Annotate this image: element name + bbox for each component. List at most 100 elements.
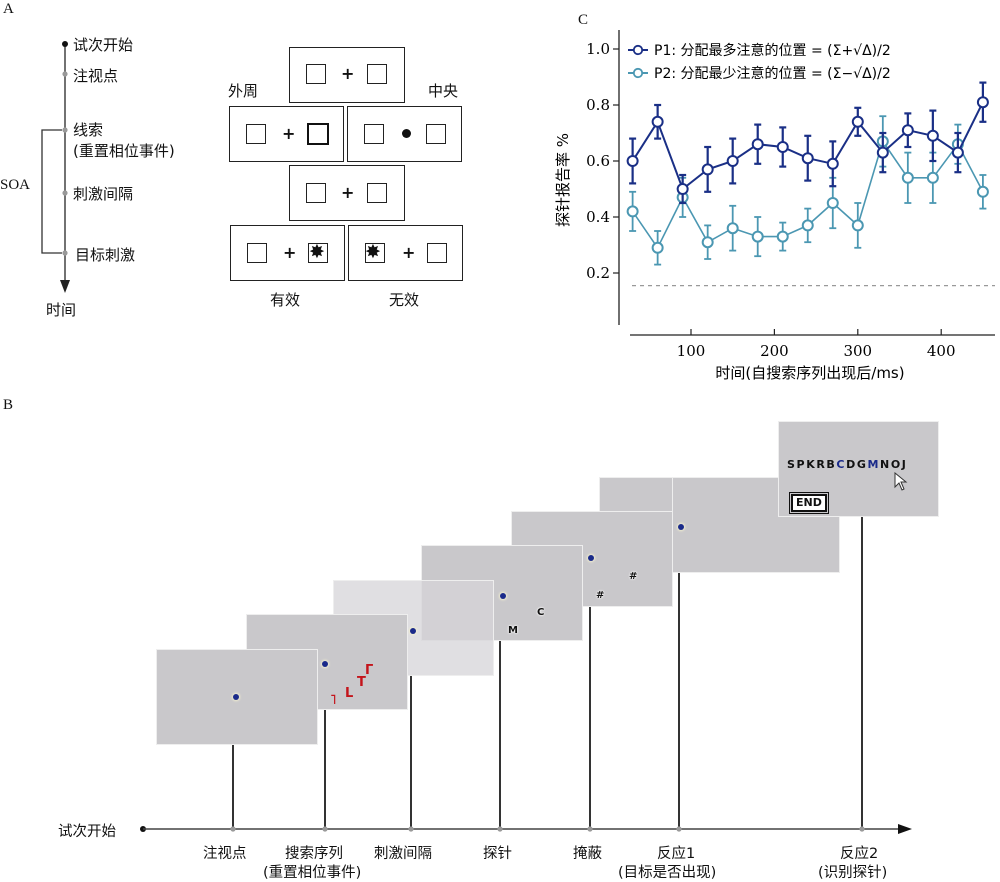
data-point [776,230,789,243]
display-invalid: ✸ + [348,225,463,281]
data-point [826,157,839,170]
letter-sequence: SPKRBCDGMNOJ [787,458,907,471]
x-tick-label: 200 [760,342,789,360]
timeline-event-isi: 刺激间隔 [73,185,134,203]
fixation-dot [678,524,684,530]
stem-search [324,710,326,829]
panel-b-time-axis [140,824,912,834]
legend-p1-marker [632,44,644,56]
event-label-response2: 反应2 [840,846,879,862]
stem-response2 [861,515,863,829]
timeline-event-cue: 线索 [73,121,104,139]
search-item: L [345,686,354,701]
stem-probe [499,640,501,829]
panel-a-letter: A [3,1,14,17]
target-box [308,243,328,263]
legend: P1: 分配最多注意的位置 = (Σ+√Δ)/2 P2: 分配最少注意的位置 =… [628,42,891,82]
stem-fixation [232,745,234,829]
timeline-axis [41,41,70,293]
x-tick-label: 100 [677,342,706,360]
cued-box [307,123,329,145]
timeline-event-target: 目标刺激 [75,246,136,264]
sequence-letter[interactable]: R [816,458,827,471]
sequence-letter[interactable]: S [787,458,797,471]
data-point [951,146,964,159]
event-label-mask: 掩蔽 [573,846,602,862]
placeholder-box-right [426,124,446,144]
display-valid: + ✸ [230,225,345,281]
fixation-cross: + [283,243,297,262]
screen-response2: SPKRBCDGMNOJ END [778,421,939,517]
sequence-letter[interactable]: C [836,458,847,471]
data-point [651,241,664,254]
legend-p2-marker [632,67,644,79]
data-point [851,219,864,232]
panel-b-letter: B [3,397,14,413]
placeholder-box-left [246,124,266,144]
fixation-cross: + [402,243,416,262]
legend-p2-label: P2: 分配最少注意的位置 = (Σ−√Δ)/2 [654,65,891,82]
event-label-probe: 探针 [483,846,512,862]
sequence-letter[interactable]: J [901,458,908,471]
placeholder-box-left [306,183,326,203]
data-point [801,152,814,165]
sequence-letter[interactable]: G [856,458,868,471]
fixation-dot [233,694,239,700]
sequence-letter[interactable]: K [806,458,817,471]
y-tick-label: 0.2 [586,264,610,282]
sequence-letter[interactable]: B [826,458,837,471]
sequence-letter[interactable]: N [880,458,891,471]
label-valid: 有效 [270,291,301,309]
y-tick-label: 0.8 [586,96,610,114]
display-fixation: + [289,47,405,103]
label-invalid: 无效 [389,291,420,309]
target-box [365,243,385,263]
data-point [751,138,764,151]
placeholder-box-right [367,183,387,203]
search-item: ˥ [330,693,337,708]
stem-response1 [678,572,680,829]
placeholder-box-right [427,243,447,263]
soa-bracket [41,129,62,254]
timeline-event-trial-start: 试次开始 [73,36,134,54]
data-point [826,197,839,209]
data-point [676,183,689,195]
data-point [876,146,889,159]
data-point [801,219,814,232]
y-axis-label: 探针报告率 % [554,133,572,227]
probe-letter: M [508,625,518,636]
stem-mask [589,605,591,829]
x-tick-label: 300 [843,342,872,360]
timeline-event-cue-sub: (重置相位事件) [73,142,175,160]
y-tick-label: 0.4 [586,208,610,226]
central-cue-dot [402,129,411,138]
end-button[interactable]: END [789,492,829,514]
sequence-letter[interactable]: M [867,458,880,471]
sequence-letter[interactable]: D [846,458,857,471]
sequence-letter[interactable]: P [796,458,807,471]
legend-p1-label: P1: 分配最多注意的位置 = (Σ+√Δ)/2 [654,42,891,59]
sequence-letter[interactable]: O [890,458,902,471]
fixation-dot [322,661,328,667]
data-point [776,141,789,153]
event-label-search: 搜索序列 [285,846,343,862]
screen-fixation [156,649,318,745]
panel-c-letter: C [578,12,589,28]
data-point [701,163,714,176]
x-axis-label: 时间(自搜索序列出现后/ms) [715,364,904,382]
placeholder-box-left [364,124,384,144]
display-central-cue [347,106,462,162]
data-point [851,115,864,128]
fixation-dot [410,628,416,634]
x-tick-label: 400 [927,342,956,360]
label-peripheral: 外周 [228,82,259,100]
target-burst-icon: ✸ [309,241,325,263]
fixation-cross: + [341,64,355,83]
placeholder-box-right [367,64,387,84]
data-point [651,115,664,128]
time-label: 时间 [46,301,77,319]
data-point [726,155,739,167]
soa-label: SOA [0,177,31,193]
timeline-event-fixation: 注视点 [73,67,119,85]
event-label-response1: 反应1 [657,846,696,862]
